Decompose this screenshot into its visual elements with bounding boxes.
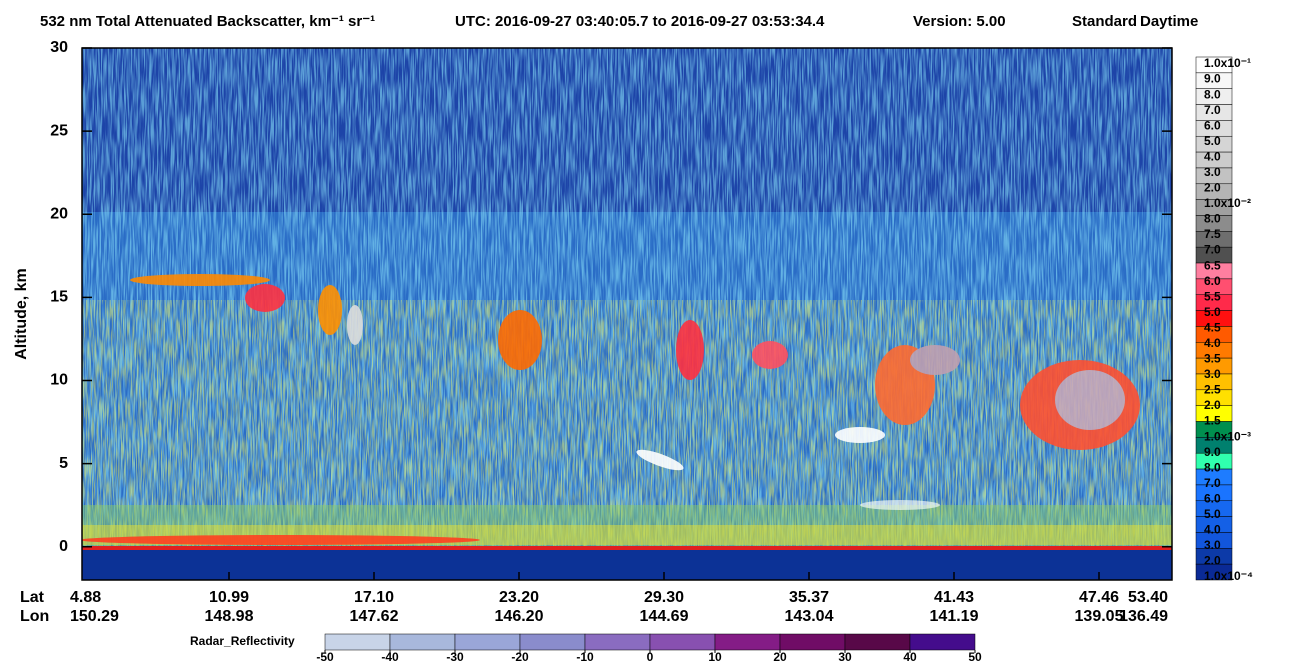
y-tick-label: 0 (59, 538, 68, 555)
radar-tick-label: 50 (968, 650, 982, 664)
colorbar-label: 1.0x10⁻¹ (1204, 56, 1251, 70)
colorbar-label: 2.5 (1204, 383, 1221, 397)
colorbar-label: 5.0 (1204, 134, 1221, 148)
x-tick-label: 147.62 (350, 608, 399, 625)
colorbar-label: 7.0 (1204, 476, 1221, 490)
x-tick-label: 17.10 (354, 589, 394, 606)
colorbar-label: 1.5 (1204, 414, 1221, 428)
utc-range: UTC: 2016-09-27 03:40:05.7 to 2016-09-27… (455, 13, 825, 30)
radar-box (389, 633, 456, 651)
radar-tick-label: 10 (708, 650, 722, 664)
radar-tick-label: 30 (838, 650, 852, 664)
radar-box (584, 633, 651, 651)
x-tick-label: 53.40 (1128, 589, 1168, 606)
colorbar-label: 4.5 (1204, 320, 1221, 334)
backscatter-field (82, 48, 1172, 580)
y-axis-label: Altitude, km (13, 268, 30, 360)
radar-tick-label: -40 (381, 650, 399, 664)
colorbar-label: 4.0 (1204, 523, 1221, 537)
colorbar-box (1195, 563, 1233, 581)
colorbar-label: 7.0 (1204, 243, 1221, 257)
radar-box (649, 633, 716, 651)
radar-box (844, 633, 911, 651)
colorbar-label: 9.0 (1204, 445, 1221, 459)
colorbar-label: 8.0 (1204, 460, 1221, 474)
colorbar-label: 1.0x10⁻⁴ (1204, 569, 1253, 583)
x-tick-label: 144.69 (640, 608, 689, 625)
radar-box (519, 633, 586, 651)
x-tick-label: 139.05 (1075, 608, 1124, 625)
colorbar-label: 6.0 (1204, 274, 1221, 288)
colorbar-label: 7.5 (1204, 227, 1221, 241)
version: Version: 5.00 (913, 13, 1006, 30)
radar-box (909, 633, 976, 651)
x-tick-label: 148.98 (205, 608, 254, 625)
colorbar-label: 5.0 (1204, 507, 1221, 521)
x-tick-label: 41.43 (934, 589, 974, 606)
x-tick-label: 4.88 (70, 589, 101, 606)
mode: Standard (1072, 13, 1137, 30)
x-tick-label: 35.37 (789, 589, 829, 606)
x-row-name: Lat (20, 589, 45, 606)
radar-tick-label: 20 (773, 650, 787, 664)
radar-tick-label: 40 (903, 650, 917, 664)
y-tick-label: 30 (50, 39, 68, 56)
radar-box (324, 633, 391, 651)
x-row-name: Lon (20, 608, 49, 625)
plot-frame (81, 47, 1173, 581)
colorbar-label: 3.0 (1204, 538, 1221, 552)
x-tick-label: 29.30 (644, 589, 684, 606)
colorbar-label: 3.0 (1204, 367, 1221, 381)
colorbar-label: 6.0 (1204, 118, 1221, 132)
colorbar-label: 5.0 (1204, 305, 1221, 319)
colorbar-label: 1.0x10⁻² (1204, 196, 1251, 210)
radar-box (714, 633, 781, 651)
colorbar-label: 2.0 (1204, 554, 1221, 568)
x-tick-label: 143.04 (785, 608, 834, 625)
colorbar-label: 8.0 (1204, 87, 1221, 101)
x-tick-label: 136.49 (1119, 608, 1168, 625)
y-tick-label: 25 (50, 122, 68, 139)
radar-box (779, 633, 846, 651)
radar-tick-label: -30 (446, 650, 464, 664)
y-tick-label: 20 (50, 205, 68, 222)
colorbar-label: 6.0 (1204, 491, 1221, 505)
x-tick-label: 10.99 (209, 589, 249, 606)
x-tick-label: 150.29 (70, 608, 119, 625)
colorbar-label: 5.5 (1204, 289, 1221, 303)
colorbar-label: 3.5 (1204, 352, 1221, 366)
radar-tick-label: -20 (511, 650, 529, 664)
colorbar-label: 1.0x10⁻³ (1204, 429, 1251, 443)
chart-title: 532 nm Total Attenuated Backscatter, km⁻… (40, 13, 375, 30)
colorbar-label: 4.0 (1204, 149, 1221, 163)
x-tick-label: 23.20 (499, 589, 539, 606)
x-tick-label: 141.19 (930, 608, 979, 625)
colorbar-label: 2.0 (1204, 398, 1221, 412)
y-tick-label: 5 (59, 455, 68, 472)
y-tick-label: 15 (50, 289, 68, 306)
colorbar-label: 8.0 (1204, 212, 1221, 226)
daytime: Daytime (1140, 13, 1198, 30)
x-tick-label: 146.20 (495, 608, 544, 625)
x-tick-label: 47.46 (1079, 589, 1119, 606)
colorbar-label: 6.5 (1204, 258, 1221, 272)
colorbar-label: 2.0 (1204, 181, 1221, 195)
colorbar-label: 9.0 (1204, 72, 1221, 86)
colorbar-label: 7.0 (1204, 103, 1221, 117)
colorbar-label: 4.0 (1204, 336, 1221, 350)
y-tick-label: 10 (50, 372, 68, 389)
radar-box (454, 633, 521, 651)
colorbar-label: 3.0 (1204, 165, 1221, 179)
radar-tick-label: -10 (576, 650, 594, 664)
radar-tick-label: 0 (647, 650, 654, 664)
radar-label: Radar_Reflectivity (190, 634, 295, 648)
radar-tick-label: -50 (316, 650, 334, 664)
